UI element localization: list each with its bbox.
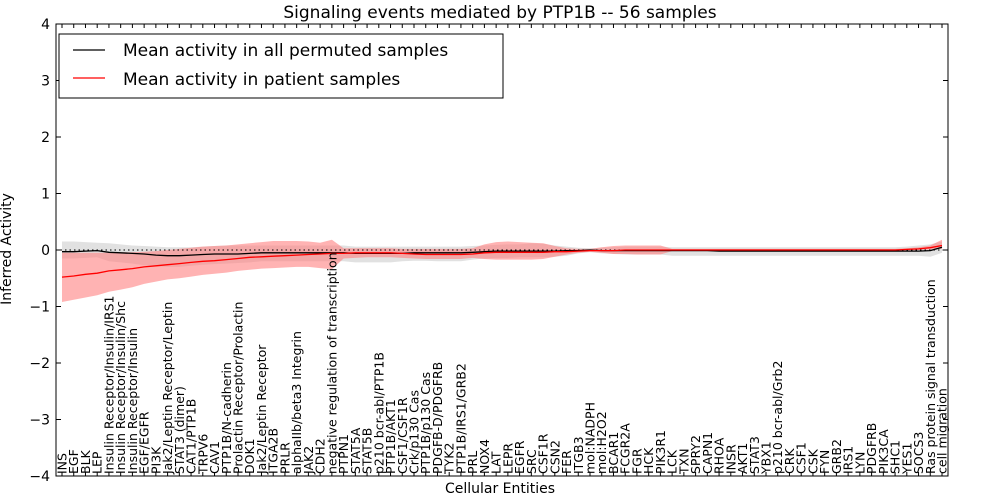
x-tick-label: STAT3 [747, 436, 762, 474]
y-tick-label: −2 [29, 356, 50, 372]
x-tick-label: EGF [66, 449, 81, 474]
x-tick-label: ITGB3 [571, 436, 586, 474]
x-tick-label: LEP [90, 451, 105, 474]
x-tick-label: PRL [465, 451, 480, 474]
x-tick-label: SPRY2 [688, 435, 703, 474]
y-tick-label: −3 [29, 413, 50, 429]
x-tick-label: INS [55, 453, 70, 474]
x-tick-label: PIK3CA [876, 429, 891, 474]
x-tick-label: PI3K [148, 446, 163, 474]
y-tick-label: −4 [29, 469, 50, 485]
x-tick-label: SOCS3 [911, 432, 926, 474]
x-tick-label: LYN [852, 452, 867, 474]
x-tick-label: TRPV6 [195, 434, 210, 475]
x-tick-label: CSF1/CSF1R [395, 397, 410, 474]
x-tick-label: CRK [782, 448, 797, 474]
x-tick-label: PTP1B/p130 Cas [418, 372, 433, 474]
x-tick-label: TYK2 [442, 443, 457, 475]
x-tick-label: STAT5B [360, 428, 375, 474]
line-permuted [62, 246, 943, 257]
x-tick-label: Jak2/Leptin Receptor [254, 344, 269, 475]
x-tick-label: Crk/p130 Cas [407, 390, 422, 474]
x-tick-label: CSN2 [547, 440, 562, 474]
x-tick-label: IRS1 [841, 446, 856, 474]
x-tick-label: Insulin Receptor/Insulin/Shc [113, 301, 128, 474]
x-axis-label: Cellular Entities [445, 481, 555, 497]
x-tick-label: PRLR [277, 442, 292, 474]
x-tick-label: mol:NADPH [583, 402, 598, 474]
legend-label-permuted: Mean activity in all permuted samples [123, 41, 448, 61]
x-tick-label: GRB2 [829, 439, 844, 474]
x-tick-label: CSF1R [536, 433, 551, 474]
x-tick-label: Insulin Receptor/Insulin [125, 328, 140, 474]
x-tick-label: NOX4 [477, 439, 492, 474]
x-tick-label: HCK [641, 447, 656, 474]
legend-label-patient: Mean activity in patient samples [123, 70, 400, 90]
line-patient [61, 244, 943, 278]
x-tick-label: Ras protein signal transduction [923, 279, 938, 474]
x-tick-label: PTP1B/N-cadherin [219, 362, 234, 474]
x-tick-label: BLK [78, 449, 93, 474]
x-tick-label: LAT [489, 451, 504, 474]
y-tick-label: −1 [29, 300, 50, 316]
x-tick-label: alphaIIb/beta3 Integrin [289, 331, 304, 474]
x-tick-label: p210 bcr-abl/PTP1B [371, 352, 386, 474]
x-tick-label: STAT5A [348, 427, 363, 474]
x-tick-label: EGFR [512, 440, 527, 474]
x-tick-label: ITGA2B [266, 428, 281, 474]
x-tick-label: Jak2/Leptin Receptor/Leptin [160, 302, 175, 475]
legend-box [58, 33, 504, 99]
x-tick-label: SHC1 [888, 440, 903, 474]
y-tick-label: 0 [41, 243, 50, 259]
x-tick-label: DOK1 [242, 438, 257, 474]
x-tick-label: CAPN1 [700, 432, 715, 474]
x-tick-label: CSK [805, 448, 820, 474]
x-tick-label: PTP1B/AKT1 [383, 399, 398, 474]
x-tick-label: Insulin Receptor/Insulin/IRS1 [101, 296, 116, 474]
y-tick-label: 3 [41, 74, 50, 90]
x-tick-label: PDGFB-D/PDGFRB [430, 362, 445, 474]
y-tick-label: 4 [41, 17, 50, 33]
x-tick-label: CAV1 [207, 441, 222, 474]
legend: Mean activity in all permuted samples Me… [58, 33, 504, 99]
x-tick-label: negative regulation of transcription [324, 252, 339, 474]
x-tick-label: BCAR1 [606, 432, 621, 474]
x-tick-label: cell migration [935, 388, 950, 474]
x-tick-label: SRC [524, 449, 539, 474]
x-tick-label: TXN [676, 448, 691, 475]
x-tick-label: PTP1B/IRS1/GRB2 [453, 363, 468, 474]
x-tick-label: PIK3R1 [653, 430, 668, 474]
x-tick-label: PTPN1 [336, 434, 351, 474]
x-tick-label: PDGFRB [864, 423, 879, 474]
x-tick-label: FYN [817, 450, 832, 474]
x-tick-label: FGR [629, 448, 644, 474]
x-tick-label: YES1 [899, 443, 914, 475]
x-tick-label: Prolactin Receptor/Prolactin [231, 302, 246, 474]
y-tick-label: 2 [41, 130, 50, 146]
x-tick-label: RHOA [712, 437, 727, 474]
x-tick-label: CAT1/PTP1B [184, 399, 199, 474]
x-tick-label: INSR [723, 444, 738, 474]
x-tick-label: AKT1 [735, 443, 750, 474]
y-axis-label: Inferred Activity [0, 193, 15, 305]
series-lines [61, 244, 943, 278]
x-tick-label: p210 bcr-abl/Grb2 [770, 361, 785, 474]
x-tick-label: FER [559, 450, 574, 474]
x-tick-label: LEPR [500, 443, 515, 474]
x-tick-label: FCGR2A [618, 423, 633, 474]
x-tick-label: CSF1 [794, 442, 809, 474]
x-tick-label: JAK2 [301, 446, 316, 475]
x-tick-label: mol:H2O2 [594, 411, 609, 474]
y-axis: −4 −3 −2 −1 0 1 2 3 4 [29, 17, 948, 485]
chart-title: Signaling events mediated by PTP1B -- 56… [283, 3, 716, 23]
x-tick-label: EGF/EGFR [137, 411, 152, 474]
x-tick-label: YBX1 [759, 441, 774, 475]
y-tick-label: 1 [41, 187, 50, 203]
x-tick-label: STAT3 (dimer) [172, 386, 187, 474]
x-tick-label: LCK [665, 449, 680, 474]
x-tick-label: CDH2 [313, 438, 328, 474]
